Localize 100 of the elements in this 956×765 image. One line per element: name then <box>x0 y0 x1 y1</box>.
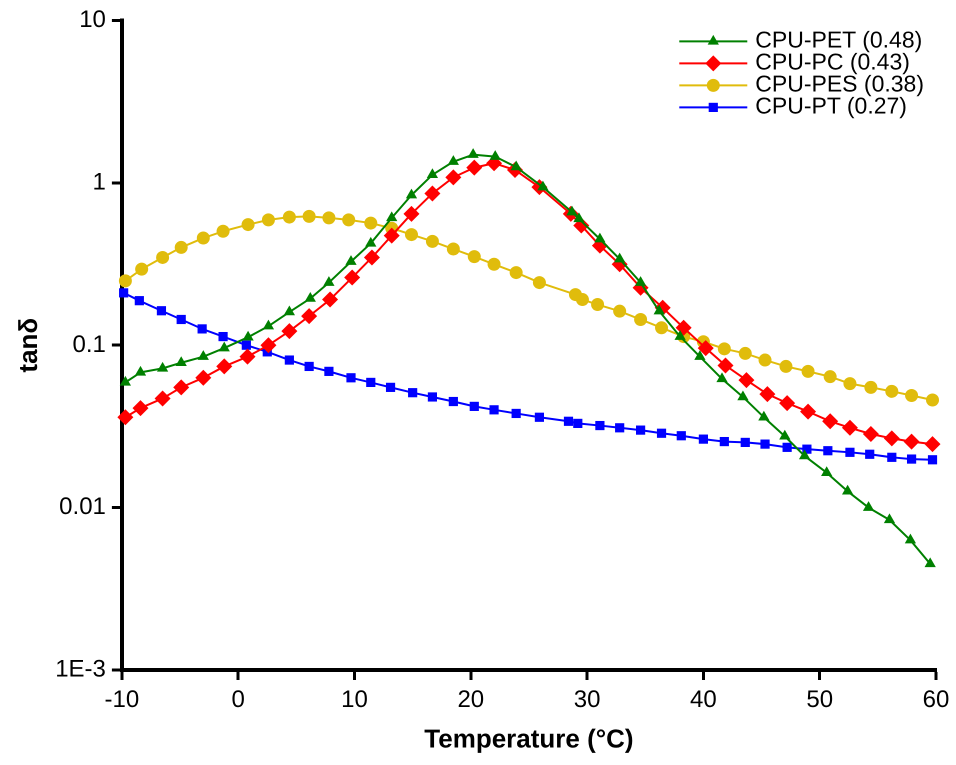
point <box>720 436 729 446</box>
point <box>779 360 792 373</box>
x-tick-label: 20 <box>457 686 484 714</box>
point <box>615 423 624 432</box>
point <box>342 213 356 226</box>
point <box>779 395 796 412</box>
point <box>676 320 692 336</box>
point <box>366 378 376 388</box>
point <box>885 384 898 398</box>
point <box>717 357 734 374</box>
point <box>594 232 606 242</box>
point <box>118 274 132 288</box>
point <box>532 276 546 290</box>
point <box>738 372 754 388</box>
point <box>428 392 438 402</box>
point <box>176 314 186 324</box>
point <box>843 377 856 390</box>
point <box>512 408 521 418</box>
point <box>284 355 294 365</box>
point <box>802 364 815 378</box>
point <box>304 292 316 302</box>
point <box>782 442 792 452</box>
point <box>174 240 188 254</box>
point <box>760 440 770 449</box>
point <box>364 216 378 230</box>
point <box>284 306 295 316</box>
point <box>404 228 418 242</box>
point <box>242 330 254 340</box>
point <box>800 404 816 420</box>
point <box>324 366 334 376</box>
x-axis-title: Temperature (°C) <box>424 724 634 754</box>
point <box>346 373 356 382</box>
point <box>490 150 501 160</box>
point <box>216 224 230 238</box>
point <box>573 212 585 222</box>
point <box>634 312 648 326</box>
point <box>595 420 604 430</box>
point <box>135 262 148 276</box>
point <box>656 428 666 438</box>
point <box>345 255 357 265</box>
point <box>156 362 168 372</box>
x-tick-label: 30 <box>574 686 600 714</box>
point <box>489 405 499 414</box>
point <box>364 249 380 266</box>
x-tick-label: 40 <box>690 686 717 714</box>
point <box>304 362 314 372</box>
point <box>196 232 210 245</box>
point <box>864 380 878 394</box>
point <box>198 324 207 334</box>
point <box>534 412 544 422</box>
point <box>576 293 589 306</box>
point <box>322 211 336 224</box>
point <box>445 169 462 186</box>
point <box>386 211 398 222</box>
point <box>564 416 574 426</box>
point <box>591 298 604 312</box>
point <box>573 418 582 428</box>
point <box>824 370 837 384</box>
point <box>322 292 338 308</box>
point <box>426 234 439 248</box>
point <box>386 382 396 392</box>
point <box>634 276 646 286</box>
point <box>365 236 376 247</box>
x-tick-label: 0 <box>232 686 245 714</box>
y-tick-label: 1 <box>92 168 106 196</box>
point <box>216 358 232 374</box>
point <box>488 258 501 271</box>
point <box>884 430 900 446</box>
point <box>198 350 209 360</box>
point <box>823 446 832 456</box>
point <box>887 452 896 462</box>
point <box>134 296 144 306</box>
point <box>195 370 212 386</box>
point <box>448 155 459 165</box>
point <box>446 242 460 256</box>
x-tick-label: -10 <box>104 686 140 714</box>
point <box>282 210 296 224</box>
point <box>260 337 276 354</box>
point <box>448 396 458 406</box>
point <box>156 306 166 316</box>
point <box>924 436 941 452</box>
point <box>262 213 275 226</box>
x-tick-label: 50 <box>806 686 834 714</box>
y-tick-label: 10 <box>79 6 106 34</box>
point <box>466 160 482 176</box>
point <box>759 386 776 402</box>
point <box>636 426 646 435</box>
point <box>865 450 874 459</box>
point <box>119 288 128 298</box>
point <box>676 431 686 440</box>
point <box>242 340 251 350</box>
point <box>173 379 190 396</box>
point <box>904 434 920 450</box>
point <box>154 390 171 406</box>
point <box>156 250 170 264</box>
point <box>281 323 298 340</box>
point <box>242 218 255 232</box>
x-tick-label: 60 <box>922 686 950 714</box>
point <box>862 426 879 442</box>
point <box>510 266 523 280</box>
